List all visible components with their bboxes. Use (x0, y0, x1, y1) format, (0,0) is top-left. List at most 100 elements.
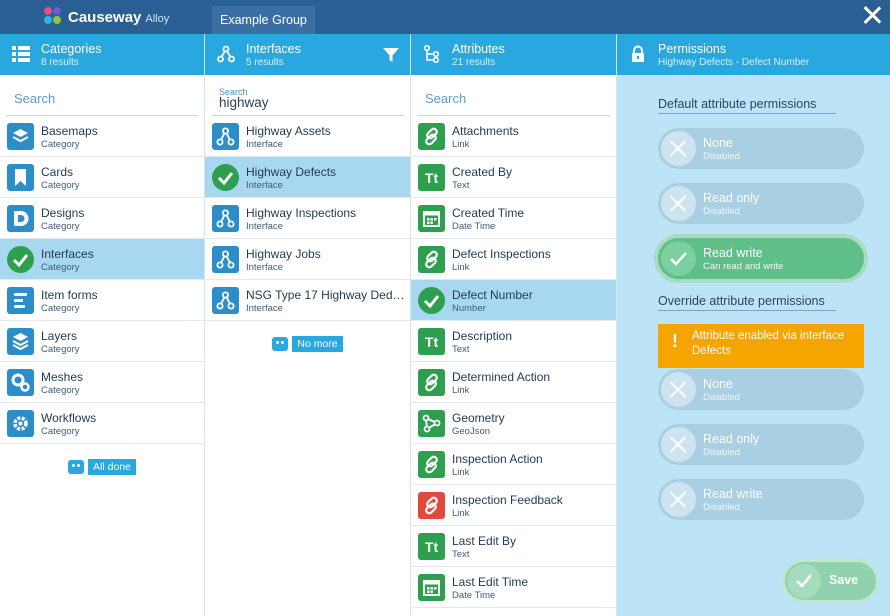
list-item-attachments[interactable]: Attachments Link (411, 116, 616, 157)
list-item-layers[interactable]: Layers Category (0, 321, 204, 362)
interfaces-search-input[interactable] (219, 95, 399, 110)
item-type: Number (452, 303, 486, 314)
check-icon (212, 164, 239, 191)
causeway-logo[interactable]: Causeway Alloy (44, 7, 169, 27)
interfaces-column: Interfaces 5 results Search Highway Asse… (205, 34, 411, 616)
override-read-only-toggle[interactable]: Read only Disabled (658, 424, 864, 465)
item-title: Defect Number (452, 288, 533, 302)
default-read-only-toggle[interactable]: Read only Disabled (658, 183, 864, 224)
filter-icon[interactable] (382, 46, 400, 64)
text-icon: Tt (418, 164, 445, 191)
close-icon (670, 381, 687, 398)
default-read-write-toggle[interactable]: Read write Can read and write (658, 238, 864, 279)
list-item-defect-inspections[interactable]: Defect Inspections Link (411, 239, 616, 280)
list-item-highway-inspections[interactable]: Highway Inspections Interface (205, 198, 410, 239)
close-icon[interactable] (862, 5, 882, 25)
item-title: Highway Jobs (246, 247, 321, 261)
list-item-defect-number[interactable]: Defect Number Number (411, 280, 616, 321)
item-type: Interface (246, 139, 283, 150)
item-type: Link (452, 508, 470, 519)
item-title: Last Edit Time (452, 575, 529, 589)
toggle-subtitle: Disabled (703, 206, 740, 217)
item-title: Attachments (452, 124, 519, 138)
permissions-header: Permissions Highway Defects - Defect Num… (617, 34, 890, 75)
gears-icon (7, 369, 34, 396)
item-title: Item forms (41, 288, 98, 302)
item-title: Basemaps (41, 124, 98, 138)
item-title: Cards (41, 165, 74, 179)
list-item-workflows[interactable]: Workflows Category (0, 403, 204, 444)
robot-icon (68, 459, 85, 474)
item-type: Link (452, 139, 470, 150)
interface-icon (212, 205, 239, 232)
item-type: Category (41, 385, 80, 396)
layers-icon (7, 123, 34, 150)
list-item-created-by[interactable]: Tt Created By Text (411, 157, 616, 198)
close-icon (670, 436, 687, 453)
item-title: Geometry (452, 411, 505, 425)
list-item-geometry[interactable]: Geometry GeoJson (411, 403, 616, 444)
interface-icon (217, 45, 235, 63)
check-icon (796, 574, 812, 588)
toggle-knob (661, 131, 696, 166)
list-item-last-edit-by[interactable]: Tt Last Edit By Text (411, 526, 616, 567)
item-type: Date Time (452, 590, 496, 601)
list-item-meshes[interactable]: Meshes Category (0, 362, 204, 403)
list-item-highway-jobs[interactable]: Highway Jobs Interface (205, 239, 410, 280)
item-title: Interfaces (41, 247, 94, 261)
item-type: Category (41, 303, 80, 314)
check-icon (7, 246, 34, 273)
list-item-designs[interactable]: Designs Category (0, 198, 204, 239)
list-item-highway-assets[interactable]: Highway Assets Interface (205, 116, 410, 157)
toggle-subtitle: Disabled (703, 502, 740, 513)
toggle-title: Read write (703, 487, 763, 501)
item-type: Category (41, 180, 80, 191)
close-icon (670, 140, 687, 157)
item-title: Last Edit By (452, 534, 517, 548)
text-icon: Tt (418, 328, 445, 355)
categories-search (6, 75, 198, 116)
default-permissions-heading: Default attribute permissions (658, 97, 836, 114)
item-title: Created By (452, 165, 513, 179)
list-item-last-edit-time[interactable]: Last Edit Time Date Time (411, 567, 616, 608)
save-label: Save (829, 573, 859, 587)
check-icon (670, 252, 687, 266)
svg-text:Tt: Tt (425, 539, 439, 555)
list-item-inspection-action[interactable]: Inspection Action Link (411, 444, 616, 485)
list-item-inspection-feedback[interactable]: Inspection Feedback Link (411, 485, 616, 526)
svg-text:Tt: Tt (425, 334, 439, 350)
calendar-icon (418, 574, 445, 601)
toggle-knob (661, 372, 696, 407)
override-read-write-toggle[interactable]: Read write Disabled (658, 479, 864, 520)
save-button[interactable]: Save (785, 562, 876, 600)
item-type: Interface (246, 262, 283, 273)
robot-icon (272, 336, 289, 351)
item-type: Text (452, 344, 470, 355)
interfaces-title: Interfaces (246, 42, 301, 56)
categories-search-input[interactable] (14, 91, 194, 106)
status-badge: All done (88, 458, 136, 475)
close-icon (670, 195, 687, 212)
override-none-toggle[interactable]: None Disabled (658, 369, 864, 410)
search-label: Search (219, 87, 248, 97)
interfaces-search: Search (211, 75, 404, 116)
list-item-description[interactable]: Tt Description Text (411, 321, 616, 362)
list-item-cards[interactable]: Cards Category (0, 157, 204, 198)
list-item-nsg-type-17[interactable]: NSG Type 17 Highway Dedic... Interface (205, 280, 410, 321)
toggle-title: None (703, 377, 733, 391)
list-item-item-forms[interactable]: Item forms Category (0, 280, 204, 321)
link-icon (418, 492, 445, 519)
list-item-basemaps[interactable]: Basemaps Category (0, 116, 204, 157)
attributes-search-input[interactable] (425, 91, 605, 106)
toggle-subtitle: Disabled (703, 151, 740, 162)
list-item-interfaces[interactable]: Interfaces Category (0, 239, 204, 280)
group-tab[interactable]: Example Group (212, 6, 315, 34)
check-icon (418, 287, 445, 314)
default-none-toggle[interactable]: None Disabled (658, 128, 864, 169)
link-icon (418, 123, 445, 150)
item-title: Inspection Action (452, 452, 543, 466)
list-item-highway-defects[interactable]: Highway Defects Interface (205, 157, 410, 198)
list-item-determined-action[interactable]: Determined Action Link (411, 362, 616, 403)
list-item-created-time[interactable]: Created Time Date Time (411, 198, 616, 239)
item-type: Category (41, 426, 80, 437)
